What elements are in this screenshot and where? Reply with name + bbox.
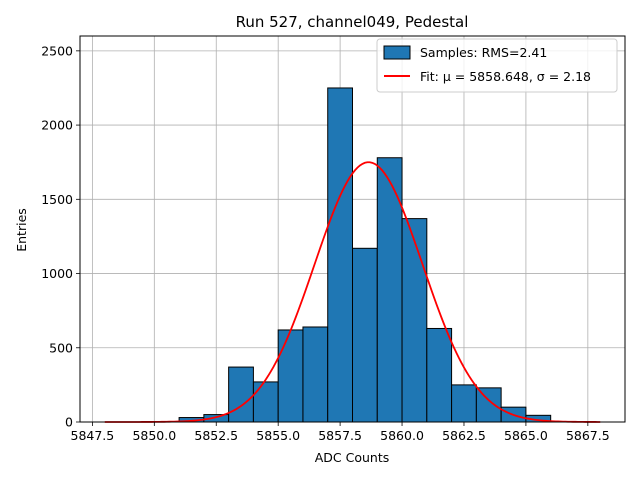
y-tick-label: 1500 — [41, 192, 73, 207]
legend-swatch-samples — [383, 45, 411, 60]
y-axis-label: Entries — [14, 208, 29, 252]
histogram-bars — [178, 87, 552, 423]
x-tick-label: 5850.0 — [132, 428, 176, 443]
x-tick-label: 5857.5 — [318, 428, 362, 443]
histogram-bar — [252, 381, 279, 423]
legend: Samples: RMS=2.41 Fit: μ = 5858.648, σ =… — [376, 38, 618, 93]
histogram-bar — [376, 157, 403, 423]
fit-curve — [104, 161, 601, 423]
y-tick-label: 2500 — [41, 43, 73, 58]
x-tick-label: 5860.0 — [380, 428, 424, 443]
histogram-bar — [302, 326, 329, 423]
y-tick-label: 1000 — [41, 266, 73, 281]
legend-box — [376, 38, 618, 93]
histogram-bar — [327, 87, 353, 423]
x-tick-label: 5867.5 — [566, 428, 610, 443]
x-tick-label: 5855.0 — [256, 428, 300, 443]
histogram-bar — [228, 366, 254, 423]
x-tick-label: 5852.5 — [194, 428, 238, 443]
legend-label-samples: Samples: RMS=2.41 — [420, 45, 547, 60]
y-axis-ticks: 0 500 1000 1500 2000 2500 — [41, 43, 80, 430]
histogram-bar — [426, 327, 453, 423]
x-tick-label: 5865.0 — [504, 428, 548, 443]
chart-title: Run 527, channel049, Pedestal — [236, 13, 469, 31]
histogram-bar — [352, 247, 378, 423]
y-tick-label: 0 — [65, 415, 73, 430]
plot-frame — [79, 35, 626, 423]
y-tick-label: 2000 — [41, 118, 73, 133]
fit-curve-group — [104, 161, 601, 423]
x-axis-label: ADC Counts — [315, 450, 390, 465]
histogram-bar — [277, 329, 304, 423]
x-tick-label: 5862.5 — [442, 428, 486, 443]
x-tick-label: 5847.5 — [71, 428, 115, 443]
histogram-bar — [475, 387, 502, 423]
histogram-bar — [451, 384, 477, 423]
histogram-bar — [401, 218, 428, 423]
x-axis-ticks: 5847.5 5850.0 5852.5 5855.0 5857.5 5860.0 5862… — [71, 422, 610, 443]
y-tick-label: 500 — [49, 340, 73, 355]
legend-label-fit: Fit: μ = 5858.648, σ = 2.18 — [420, 69, 591, 84]
